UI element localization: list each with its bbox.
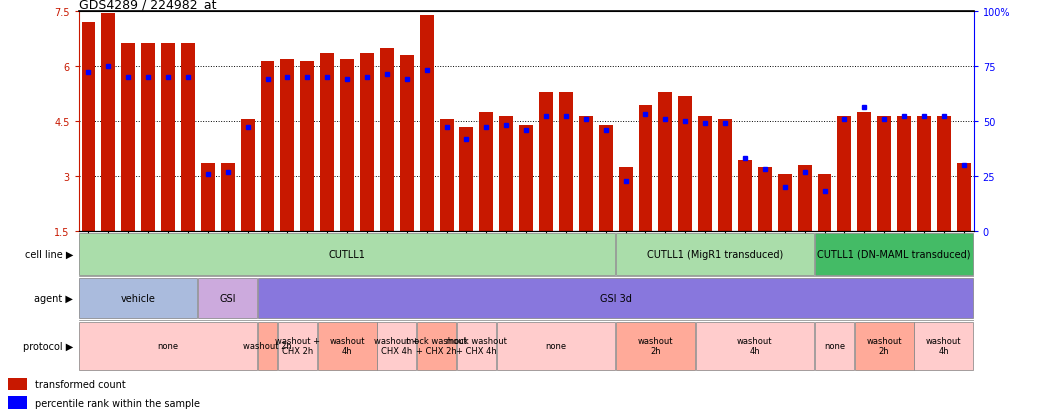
Bar — [838, 116, 851, 231]
Bar — [460, 127, 473, 231]
FancyBboxPatch shape — [815, 322, 854, 370]
Bar — [738, 160, 752, 231]
Text: none: none — [545, 342, 566, 350]
Bar — [8, 378, 27, 390]
FancyBboxPatch shape — [79, 322, 258, 370]
Text: cell line ▶: cell line ▶ — [25, 249, 73, 259]
Bar — [420, 16, 433, 231]
Bar — [758, 167, 772, 231]
FancyBboxPatch shape — [914, 322, 974, 370]
Bar — [579, 116, 593, 231]
Text: GSI 3d: GSI 3d — [600, 293, 631, 304]
Bar — [480, 113, 493, 231]
Bar — [102, 14, 115, 231]
Bar — [678, 96, 692, 231]
FancyBboxPatch shape — [456, 322, 496, 370]
FancyBboxPatch shape — [616, 322, 695, 370]
Bar — [937, 116, 951, 231]
Text: CUTLL1 (MigR1 transduced): CUTLL1 (MigR1 transduced) — [647, 249, 783, 259]
FancyBboxPatch shape — [198, 278, 258, 318]
Bar — [360, 55, 374, 231]
FancyBboxPatch shape — [277, 322, 317, 370]
Bar — [181, 43, 195, 231]
Bar — [857, 113, 871, 231]
FancyBboxPatch shape — [79, 233, 616, 275]
Bar — [300, 62, 314, 231]
FancyBboxPatch shape — [496, 322, 616, 370]
Bar — [261, 62, 274, 231]
Bar — [161, 43, 175, 231]
Bar — [559, 93, 573, 231]
Text: mock washout
+ CHX 2h: mock washout + CHX 2h — [406, 336, 467, 356]
Bar — [718, 120, 732, 231]
Text: CUTLL1 (DN-MAML transduced): CUTLL1 (DN-MAML transduced) — [818, 249, 971, 259]
Text: GSI: GSI — [220, 293, 236, 304]
Bar — [877, 116, 891, 231]
FancyBboxPatch shape — [377, 322, 417, 370]
Text: none: none — [824, 342, 845, 350]
Bar — [440, 120, 453, 231]
FancyBboxPatch shape — [79, 278, 198, 318]
Bar — [281, 60, 294, 231]
Text: transformed count: transformed count — [35, 379, 126, 389]
Text: washout 2h: washout 2h — [243, 342, 292, 350]
Bar — [798, 166, 811, 231]
Bar — [320, 55, 334, 231]
Text: none: none — [157, 342, 179, 350]
Text: mock washout
+ CHX 4h: mock washout + CHX 4h — [446, 336, 507, 356]
Bar — [897, 116, 911, 231]
Text: washout
4h: washout 4h — [330, 336, 364, 356]
Bar — [659, 93, 672, 231]
Bar — [400, 56, 414, 231]
Text: vehicle: vehicle — [120, 293, 156, 304]
Bar — [121, 43, 135, 231]
FancyBboxPatch shape — [317, 322, 377, 370]
FancyBboxPatch shape — [258, 278, 974, 318]
Text: GDS4289 / 224982_at: GDS4289 / 224982_at — [79, 0, 216, 11]
FancyBboxPatch shape — [815, 233, 974, 275]
Bar — [619, 167, 632, 231]
Bar — [201, 164, 215, 231]
Bar — [340, 60, 354, 231]
Bar — [957, 164, 971, 231]
Text: washout
4h: washout 4h — [927, 336, 961, 356]
Bar — [499, 116, 513, 231]
Bar — [82, 24, 95, 231]
Text: washout
4h: washout 4h — [737, 336, 773, 356]
Text: agent ▶: agent ▶ — [35, 293, 73, 304]
Bar — [380, 49, 394, 231]
FancyBboxPatch shape — [417, 322, 456, 370]
Text: percentile rank within the sample: percentile rank within the sample — [35, 398, 200, 408]
Bar — [599, 126, 612, 231]
Bar — [917, 116, 931, 231]
Bar — [539, 93, 553, 231]
FancyBboxPatch shape — [258, 322, 277, 370]
Bar — [818, 175, 831, 231]
Text: CUTLL1: CUTLL1 — [329, 249, 365, 259]
Bar — [241, 120, 254, 231]
Text: washout
2h: washout 2h — [638, 336, 673, 356]
Bar — [8, 396, 27, 409]
FancyBboxPatch shape — [695, 322, 815, 370]
Bar — [221, 164, 235, 231]
Bar — [778, 175, 792, 231]
Bar — [639, 105, 652, 231]
Bar — [141, 43, 155, 231]
Text: washout +
CHX 4h: washout + CHX 4h — [375, 336, 419, 356]
FancyBboxPatch shape — [616, 233, 815, 275]
FancyBboxPatch shape — [854, 322, 914, 370]
Bar — [698, 116, 712, 231]
Text: washout
2h: washout 2h — [867, 336, 901, 356]
Bar — [519, 126, 533, 231]
Text: protocol ▶: protocol ▶ — [23, 341, 73, 351]
Text: washout +
CHX 2h: washout + CHX 2h — [275, 336, 319, 356]
